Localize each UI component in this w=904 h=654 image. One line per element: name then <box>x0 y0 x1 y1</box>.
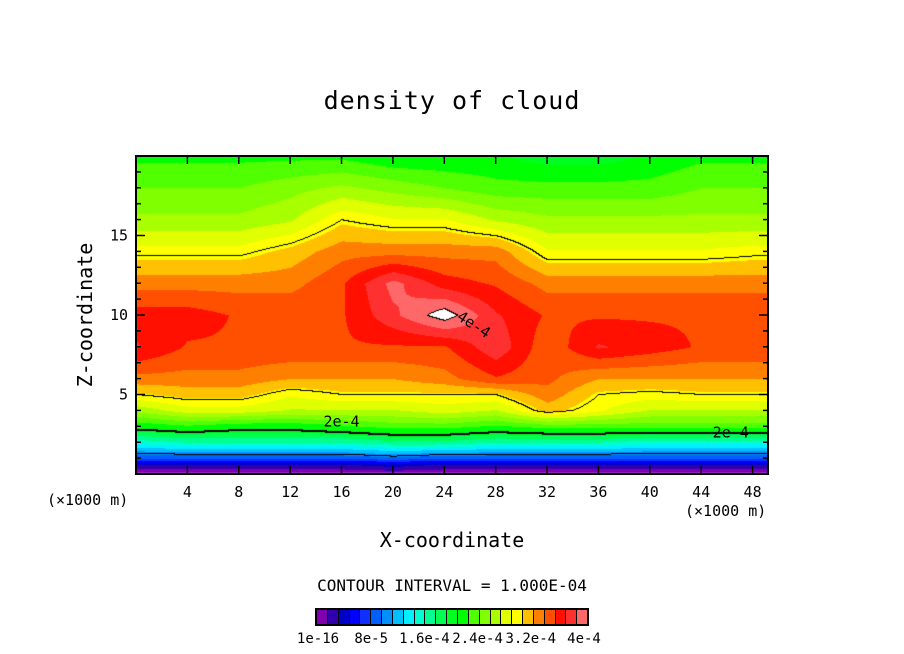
x-tick-label: 28 <box>487 483 505 501</box>
colorbar-swatch <box>533 610 545 624</box>
colorbar-swatch <box>382 610 393 624</box>
colorbar-swatch <box>577 610 588 624</box>
x-axis-label: X-coordinate <box>379 528 525 552</box>
y-tick-label: 15 <box>110 227 128 245</box>
contour-label: 2e-4 <box>323 413 359 431</box>
colorbar-swatch <box>468 610 480 624</box>
colorbar <box>315 608 589 626</box>
x-tick-label: 40 <box>641 483 659 501</box>
x-tick-label: 16 <box>332 483 350 501</box>
colorbar-label: 1e-16 <box>296 631 340 647</box>
colorbar-swatch <box>371 610 383 624</box>
colorbar-swatch <box>512 610 524 624</box>
plot-frame <box>135 155 769 475</box>
colorbar-swatch <box>523 610 534 624</box>
x-tick-label: 32 <box>538 483 556 501</box>
x-unit-left: (×1000 m) <box>47 491 129 509</box>
x-tick-label: 36 <box>589 483 607 501</box>
colorbar-swatch <box>414 610 426 624</box>
y-tick-label: 10 <box>110 306 128 324</box>
colorbar-swatch <box>360 610 372 624</box>
colorbar-swatch <box>327 610 339 624</box>
contour-label: 2e-4 <box>713 424 749 442</box>
colorbar-label: 3.2e-4 <box>505 631 557 647</box>
colorbar-label: 8e-5 <box>354 631 389 647</box>
contour-interval: CONTOUR INTERVAL = 1.000E-04 <box>317 576 587 595</box>
y-tick-label: 5 <box>119 386 128 404</box>
colorbar-swatch <box>479 610 491 624</box>
contour-label: 4e-4 <box>454 307 494 342</box>
x-unit-right: (×1000 m) <box>685 502 767 520</box>
colorbar-label: 2.4e-4 <box>452 631 503 647</box>
x-tick-label: 44 <box>692 483 710 501</box>
colorbar-swatch <box>566 610 578 624</box>
x-tick-label: 20 <box>384 483 402 501</box>
colorbar-label: 4e-4 <box>567 631 601 647</box>
x-tick-label: 12 <box>281 483 299 501</box>
colorbar-swatch <box>338 610 350 624</box>
colorbar-swatch <box>501 610 513 624</box>
colorbar-label: 1.6e-4 <box>399 631 450 647</box>
x-tick-label: 8 <box>234 483 243 501</box>
colorbar-swatch <box>349 610 361 624</box>
x-tick-label: 24 <box>435 483 453 501</box>
colorbar-swatch <box>392 610 404 624</box>
chart-title: density of cloud <box>323 86 581 115</box>
colorbar-swatch <box>403 610 415 624</box>
colorbar-swatch <box>490 610 502 624</box>
colorbar-swatch <box>447 610 458 624</box>
x-tick-label: 4 <box>183 483 192 501</box>
colorbar-swatch <box>436 610 448 624</box>
colorbar-swatch <box>544 610 556 624</box>
colorbar-swatch <box>317 610 328 624</box>
x-tick-label: 48 <box>744 483 762 501</box>
colorbar-swatch <box>457 610 469 624</box>
colorbar-swatch <box>555 610 567 624</box>
density-field <box>136 156 768 474</box>
colorbar-swatch <box>425 610 437 624</box>
